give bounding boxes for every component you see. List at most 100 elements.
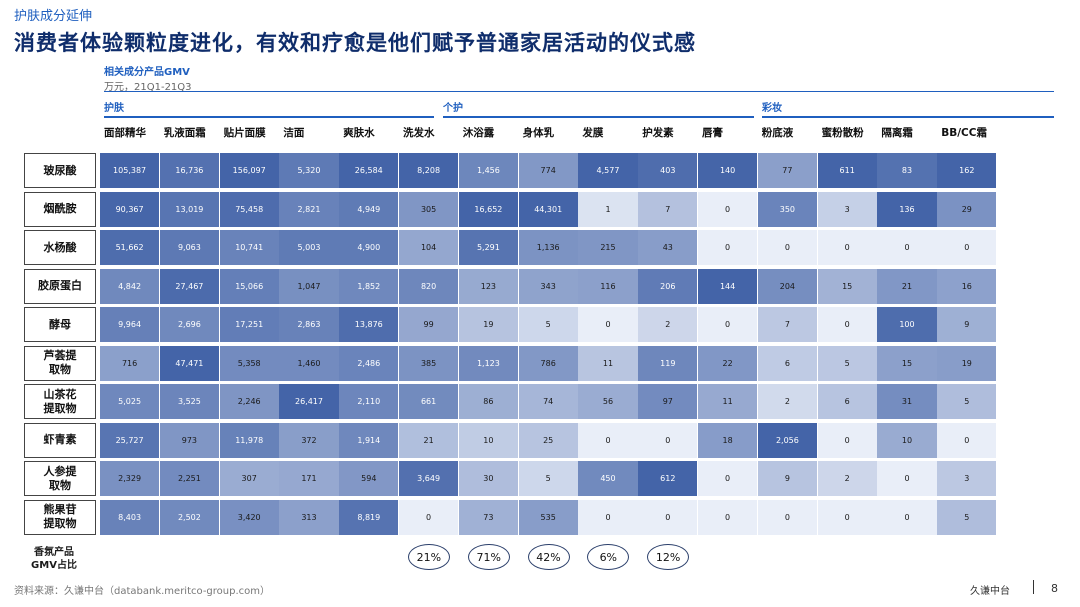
heatmap-cell: 5,025: [100, 384, 160, 419]
heatmap-cell: 18: [698, 422, 758, 458]
heatmap-cell: 3: [937, 461, 997, 496]
column-header: 粉底液: [761, 127, 794, 139]
heatmap-cell: 0: [817, 422, 877, 458]
heatmap-cell: 0: [399, 499, 459, 535]
heatmap-cell: 0: [817, 230, 877, 265]
heatmap-cell: 450: [578, 461, 638, 496]
heatmap-cell: 16,652: [458, 191, 518, 227]
footer-separator: [1033, 580, 1034, 594]
heatmap-cell: 2,056: [757, 422, 817, 458]
heatmap-cell: 123: [458, 268, 518, 304]
heatmap-cell: 15: [817, 268, 877, 304]
heatmap-cell: 372: [279, 422, 339, 458]
heatmap-cell: 1,456: [458, 153, 518, 188]
heatmap-cell: 105,387: [100, 153, 160, 188]
heatmap-cell: 5,003: [279, 230, 339, 265]
heatmap-cell: 97: [638, 384, 698, 419]
heatmap-cell: 2,110: [339, 384, 399, 419]
heatmap-cell: 3,420: [219, 499, 279, 535]
heatmap-cell: 74: [518, 384, 578, 419]
group-label-skincare: 护肤: [104, 103, 124, 114]
heatmap-cell: 16,736: [159, 153, 219, 188]
heatmap-cell: 350: [757, 191, 817, 227]
heatmap-cell: 22: [698, 345, 758, 381]
heatmap-cell: 2,251: [159, 461, 219, 496]
column-header: BB/CC霜: [941, 127, 987, 139]
heatmap-cell: 973: [159, 422, 219, 458]
heatmap-cell: 1,047: [279, 268, 339, 304]
heatmap-cell: 1,123: [458, 345, 518, 381]
heatmap-cell: 4,842: [100, 268, 160, 304]
heatmap-cell: 2,246: [219, 384, 279, 419]
heatmap-cell: 13,019: [159, 191, 219, 227]
heatmap-cell: 43: [638, 230, 698, 265]
heatmap-cell: 0: [877, 499, 937, 535]
heatmap-cell: 4,949: [339, 191, 399, 227]
heatmap-cell: 786: [518, 345, 578, 381]
heatmap-cell: 2,486: [339, 345, 399, 381]
heatmap-cell: 2,696: [159, 307, 219, 342]
heatmap-cell: 0: [578, 307, 638, 342]
group-label-personal-care: 个护: [443, 103, 463, 114]
heatmap-cell: 2: [817, 461, 877, 496]
section-tag: 护肤成分延伸: [14, 9, 93, 24]
heatmap-cell: 100: [877, 307, 937, 342]
fragrance-share-value: 71%: [467, 544, 510, 570]
heatmap-cell: 21: [399, 422, 459, 458]
heatmap-cell: 0: [757, 230, 817, 265]
heatmap-cell: 0: [757, 499, 817, 535]
fragrance-share-label: 香氛产品GMV占比: [31, 547, 77, 571]
heatmap-cell: 9: [757, 461, 817, 496]
heatmap-cell: 0: [698, 461, 758, 496]
heatmap-cell: 6: [817, 384, 877, 419]
heatmap-cell: 77: [757, 153, 817, 188]
column-header: 乳液面霜: [163, 127, 206, 139]
heatmap-cell: 385: [399, 345, 459, 381]
heatmap-cell: 2,863: [279, 307, 339, 342]
heatmap-cell: 535: [518, 499, 578, 535]
row-label: 水杨酸: [24, 230, 96, 265]
heatmap-cell: 16: [937, 268, 997, 304]
group-underline-skincare: [104, 116, 434, 118]
heatmap-cell: 75,458: [219, 191, 279, 227]
group-underline-personal-care: [443, 116, 754, 118]
heatmap-cell: 4,577: [578, 153, 638, 188]
heatmap-cell: 1,914: [339, 422, 399, 458]
heatmap-cell: 0: [877, 230, 937, 265]
heatmap-cell: 156,097: [219, 153, 279, 188]
heatmap-cell: 140: [698, 153, 758, 188]
heatmap-cell: 0: [698, 230, 758, 265]
heatmap-cell: 0: [817, 499, 877, 535]
heatmap-cell: 10: [877, 422, 937, 458]
heatmap-cell: 3,525: [159, 384, 219, 419]
heatmap-cell: 0: [937, 422, 997, 458]
heatmap-cell: 119: [638, 345, 698, 381]
heatmap-cell: 215: [578, 230, 638, 265]
column-header: 唇膏: [702, 127, 723, 139]
heatmap-cell: 0: [937, 230, 997, 265]
heatmap-cell: 2: [638, 307, 698, 342]
top-divider: [104, 91, 1054, 92]
row-label: 胶原蛋白: [24, 268, 96, 304]
heatmap-cell: 1,460: [279, 345, 339, 381]
heatmap-cell: 9,063: [159, 230, 219, 265]
heatmap-cell: 0: [698, 191, 758, 227]
heatmap-cell: 5: [518, 461, 578, 496]
source-note: 资料来源：久谦中台（databank.meritco-group.com）: [14, 586, 271, 597]
heatmap-cell: 2,502: [159, 499, 219, 535]
heatmap-cell: 26,584: [339, 153, 399, 188]
heatmap-cell: 44,301: [518, 191, 578, 227]
heatmap-cell: 612: [638, 461, 698, 496]
chart-title: 相关成分产品GMV: [104, 67, 190, 78]
heatmap-cell: 0: [578, 422, 638, 458]
heatmap-cell: 0: [638, 422, 698, 458]
heatmap-cell: 6: [757, 345, 817, 381]
heatmap-cell: 8,403: [100, 499, 160, 535]
heatmap-cell: 8,819: [339, 499, 399, 535]
heatmap-cell: 31: [877, 384, 937, 419]
heatmap-cell: 136: [877, 191, 937, 227]
heatmap-cell: 1,136: [518, 230, 578, 265]
heatmap-cell: 313: [279, 499, 339, 535]
heatmap-cell: 1,852: [339, 268, 399, 304]
heatmap-cell: 29: [937, 191, 997, 227]
